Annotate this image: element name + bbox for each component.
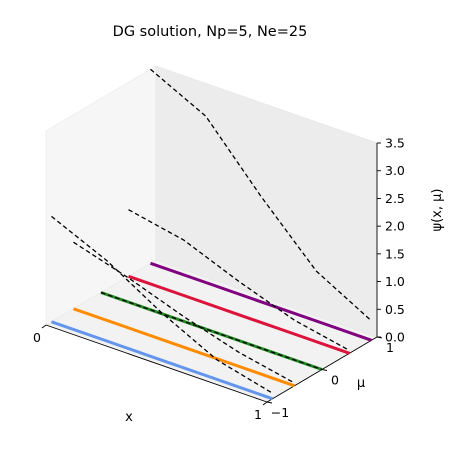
z-tick-label: 0.0 — [385, 330, 405, 345]
dg-solution-line — [73, 307, 295, 388]
dg-solution-line — [128, 274, 350, 355]
z-tick-label: 0.5 — [385, 302, 405, 317]
reference-dashed-line — [51, 215, 273, 394]
dg-solution-line — [51, 320, 273, 401]
mu-tick-label: 0 — [331, 373, 339, 388]
z-tick-label: 2.0 — [385, 219, 405, 234]
mu-axis-label: μ — [357, 376, 365, 391]
z-tick-label: 2.5 — [385, 191, 405, 206]
x-axis-line — [45, 324, 268, 403]
reference-dashed-line — [150, 68, 372, 322]
z-tick-label: 1.5 — [385, 246, 405, 261]
mu-tick-mark — [266, 401, 273, 404]
mu-tick-label: 1 — [386, 340, 394, 355]
z-tick-label: 3.0 — [385, 163, 405, 178]
x-tick-label: 1 — [254, 407, 262, 422]
reference-dashed-line — [73, 241, 295, 384]
z-tick-label: 3.5 — [385, 136, 405, 151]
x-tick-mark — [262, 401, 268, 406]
reference-dashed-line — [100, 291, 323, 371]
x-tick-label: 0 — [33, 330, 41, 345]
mu-tick-mark — [321, 369, 328, 371]
x-tick-mark — [41, 324, 47, 329]
z-tick-label: 1.0 — [385, 274, 405, 289]
chart-title: DG solution, Np=5, Ne=25 — [113, 24, 308, 40]
z-axis-label: ψ(x, μ) — [430, 189, 445, 232]
reference-dashed-line — [128, 209, 350, 352]
dg-solution-line — [150, 261, 372, 342]
x-axis-label: x — [125, 410, 133, 425]
mu-tick-label: −1 — [271, 405, 289, 420]
series-group — [51, 68, 372, 401]
